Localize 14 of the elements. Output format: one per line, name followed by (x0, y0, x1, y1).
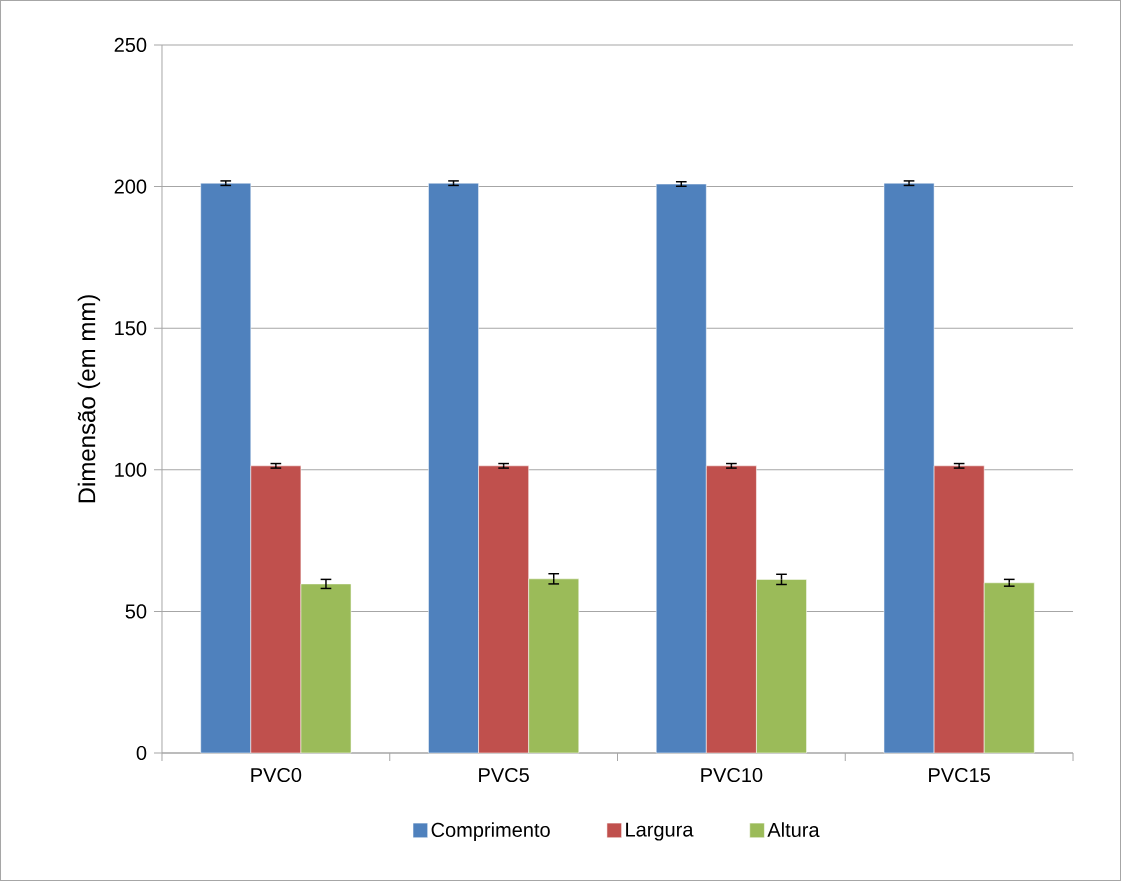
y-tick-label: 0 (136, 745, 147, 761)
x-tick-label: PVC5 (479, 767, 529, 783)
y-tick-label: 100 (115, 462, 147, 477)
y-tick-label: 250 (114, 37, 147, 53)
legend-label: Altura (767, 822, 820, 838)
y-axis-title: Dimensão (em mm) (77, 295, 101, 503)
x-tick-label: PVC15 (929, 767, 990, 783)
legend-label: Comprimento (431, 822, 550, 841)
y-tick-label: 150 (115, 321, 147, 336)
x-tick-label: PVC10 (701, 767, 763, 783)
y-tick-label: 50 (125, 604, 147, 619)
y-tick-label: 200 (114, 179, 147, 194)
legend-label: Largura (626, 822, 694, 841)
x-tick-label: PVC0 (251, 767, 302, 783)
